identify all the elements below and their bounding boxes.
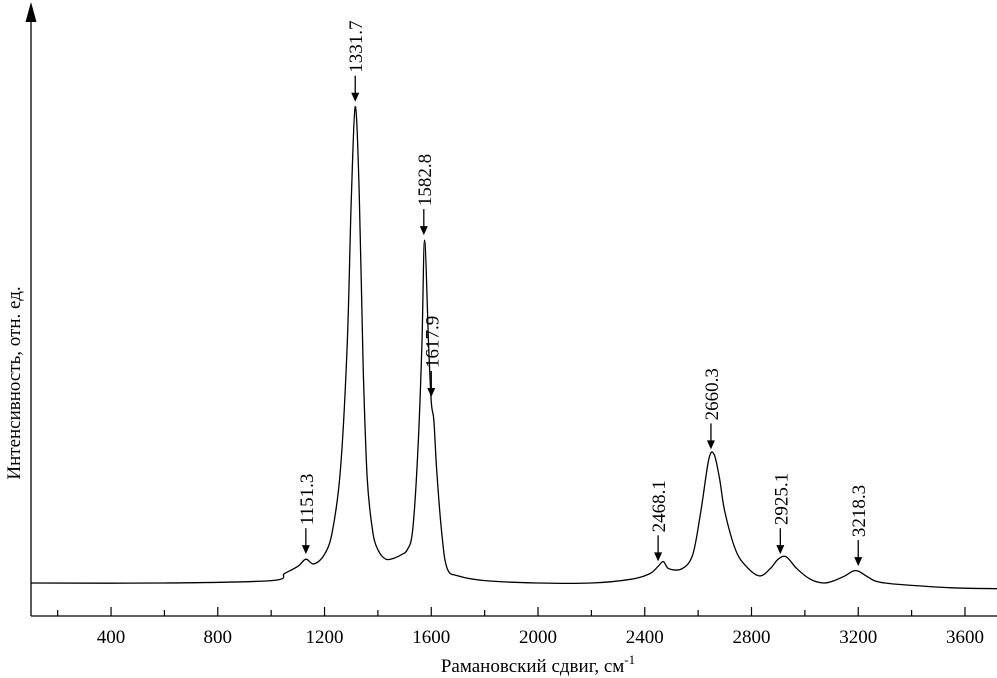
peak-annotation: 2925.1: [771, 473, 792, 555]
x-ticks: [57, 607, 966, 616]
x-tick-label: 1600: [412, 627, 450, 648]
peak-annotations: 1151.3 1331.7 1582.8 1617.9 2468.1 2660.3 2925…: [297, 20, 870, 567]
x-tick-label: 2400: [626, 627, 664, 648]
axes: [25, 2, 997, 617]
peak-annotation: 2660.3: [702, 368, 723, 450]
peak-label: 3218.3: [849, 485, 870, 537]
x-tick-label: 3200: [839, 627, 877, 648]
x-tick-label: 1200: [306, 627, 344, 648]
peak-arrowhead: [706, 440, 715, 450]
x-tick-label: 3600: [946, 627, 984, 648]
y-axis-title: Интенсивность, отн. ед.: [4, 286, 25, 479]
peak-label: 1617.9: [422, 316, 443, 368]
peak-arrowhead: [654, 552, 663, 562]
x-tick-label: 2000: [519, 627, 557, 648]
x-tick-label: 800: [204, 627, 233, 648]
peak-label: 1331.7: [346, 20, 367, 72]
peak-annotation: 1582.8: [415, 154, 436, 236]
peak-arrowhead: [427, 388, 436, 398]
x-axis-title-superscript: -1: [624, 652, 635, 667]
x-axis-title-text: Рамановский сдвиг, см: [441, 656, 624, 677]
peak-label: 1582.8: [415, 154, 436, 206]
peak-arrowhead: [301, 545, 310, 555]
y-axis-arrowhead: [25, 2, 37, 22]
peak-annotation: 1331.7: [346, 20, 367, 102]
x-axis-title: Рамановский сдвиг, см-1: [441, 652, 635, 677]
peak-annotation: 1151.3: [297, 474, 318, 555]
peak-label: 2468.1: [649, 480, 670, 532]
x-tick-label: 2800: [732, 627, 770, 648]
peak-arrowhead: [419, 226, 428, 236]
spectrum-line: [30, 106, 997, 590]
peak-annotation: 1617.9: [422, 316, 443, 398]
peak-label: 1151.3: [297, 474, 318, 526]
peak-arrowhead: [776, 545, 785, 555]
peak-arrowhead: [351, 92, 360, 102]
peak-annotation: 3218.3: [849, 485, 870, 567]
x-tick-label: 400: [97, 627, 126, 648]
peak-label: 2925.1: [771, 473, 792, 525]
x-tick-labels: 400 800 1200 1600 2000 2400 2800 3200 3600: [97, 627, 984, 648]
peak-label: 2660.3: [702, 368, 723, 420]
peak-arrowhead: [854, 557, 863, 567]
peak-annotation: 2468.1: [649, 480, 670, 562]
